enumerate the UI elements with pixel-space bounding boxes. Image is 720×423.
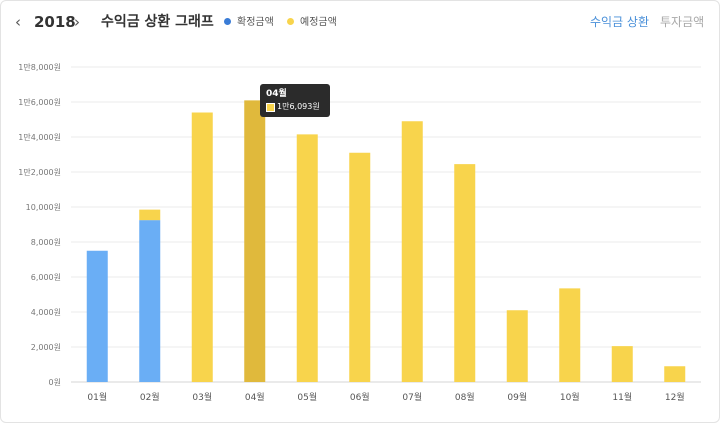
bar-expected-5 <box>296 134 318 382</box>
bar-expected-9 <box>506 310 528 382</box>
chart-tooltip: 04월 1만6,093원 <box>260 84 330 117</box>
bar-expected-8 <box>454 164 476 382</box>
legend-expected-label: 예정금액 <box>300 17 337 28</box>
x-tick-label: 12월 <box>665 391 685 403</box>
y-tick-label: 10,000원 <box>26 203 61 212</box>
x-tick-label: 04월 <box>245 391 265 403</box>
bar-expected-3 <box>191 112 213 382</box>
x-tick-label: 06월 <box>350 391 370 403</box>
legend-dot-expected <box>287 18 294 25</box>
bar-expected-4 <box>244 100 266 382</box>
y-tick-label: 2,000원 <box>31 343 61 352</box>
bar-expected-10 <box>559 288 581 382</box>
y-tick-label: 1만6,000원 <box>18 98 61 107</box>
x-tick-label: 09월 <box>507 391 527 403</box>
tooltip-swatch <box>266 103 275 112</box>
tooltip-value: 1만6,093원 <box>277 102 320 111</box>
x-tick-label: 07월 <box>402 391 422 403</box>
y-tick-label: 1만2,000원 <box>18 168 61 177</box>
x-tick-label: 05월 <box>297 391 317 403</box>
chevron-right-icon[interactable]: › <box>74 13 80 31</box>
tooltip-title: 04월 <box>266 89 287 99</box>
legend-confirmed: 확정금액 <box>224 16 274 30</box>
year-label: 2018 <box>34 13 76 31</box>
bar-expected-7 <box>401 121 423 382</box>
legend-expected: 예정금액 <box>287 16 337 30</box>
y-tick-label: 8,000원 <box>31 238 61 247</box>
y-tick-label: 1만4,000원 <box>18 133 61 142</box>
x-tick-label: 02월 <box>140 391 160 403</box>
chart-header: ‹ 2018 › 수익금 상환 그래프 확정금액 예정금액 수익금 상환 투자금… <box>1 1 719 45</box>
y-tick-label: 6,000원 <box>31 273 61 282</box>
legend-confirmed-label: 확정금액 <box>237 17 274 28</box>
tab-profit-repayment[interactable]: 수익금 상환 <box>590 15 650 29</box>
tab-investment-amount[interactable]: 투자금액 <box>660 15 705 29</box>
y-tick-label: 1만8,000원 <box>18 63 61 72</box>
x-tick-label: 08월 <box>455 391 475 403</box>
bar-confirmed-2 <box>139 220 161 382</box>
x-tick-label: 01월 <box>87 391 107 403</box>
x-tick-label: 11월 <box>612 391 632 403</box>
y-tick-label: 0원 <box>49 378 61 387</box>
page-title: 수익금 상환 그래프 <box>101 14 214 30</box>
y-tick-label: 4,000원 <box>31 308 61 317</box>
bar-expected-11 <box>611 346 633 382</box>
legend-dot-confirmed <box>224 18 231 25</box>
x-tick-label: 10월 <box>560 391 580 403</box>
bar-expected-2 <box>139 209 161 221</box>
chevron-left-icon[interactable]: ‹ <box>15 13 21 31</box>
bar-expected-6 <box>349 152 371 382</box>
bar-expected-12 <box>664 366 686 382</box>
bar-confirmed-1 <box>86 250 108 382</box>
x-tick-label: 03월 <box>192 391 212 403</box>
